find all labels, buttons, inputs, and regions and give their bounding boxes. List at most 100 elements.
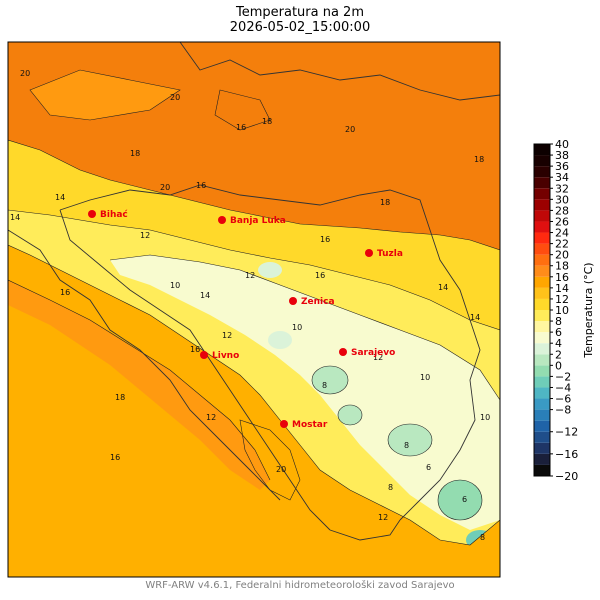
contour-label: 16 <box>236 123 246 132</box>
colorbar-segment <box>534 221 550 233</box>
colorbar-tick-label: 32 <box>555 182 569 195</box>
city-label: Bihać <box>100 209 128 220</box>
colorbar-segment <box>534 321 550 333</box>
city-marker <box>280 420 288 428</box>
contour-label: 14 <box>200 291 210 300</box>
contour-label: 16 <box>110 453 120 462</box>
colorbar-segment <box>534 177 550 189</box>
contour-label-group: 20 16 18 20 18 16 20 18 16 14 12 12 16 1… <box>10 69 490 542</box>
city-label: Tuzla <box>377 249 403 259</box>
contour-label: 20 <box>276 465 286 474</box>
colorbar-segment <box>534 398 550 410</box>
cold-area <box>338 405 362 425</box>
contour-label: 18 <box>474 155 484 164</box>
colorbar-segment <box>534 409 550 421</box>
colorbar-tick-label: 22 <box>555 238 569 251</box>
colorbar-segment <box>534 420 550 432</box>
contour-label: 16 <box>60 288 70 297</box>
map-title: Temperatura na 2m <box>235 5 364 20</box>
colorbar-tick-label: 30 <box>555 193 569 206</box>
contour-label: 14 <box>470 313 480 322</box>
contour-label: 18 <box>380 198 390 207</box>
contour-label: 12 <box>378 513 388 522</box>
cold-area <box>388 424 432 456</box>
colorbar-tick-label: −4 <box>555 381 571 394</box>
colorbar-tick-label: 18 <box>555 260 569 273</box>
contour-label: 16 <box>315 271 325 280</box>
colorbar-segment <box>534 166 550 178</box>
colorbar-segment <box>534 243 550 255</box>
colorbar-tick-label: −8 <box>555 404 571 417</box>
cold-area <box>312 366 348 394</box>
colorbar-tick-label: −20 <box>555 470 578 483</box>
colorbar-segment <box>534 442 550 454</box>
map-frame <box>7 41 501 578</box>
country-borders <box>8 42 500 541</box>
colorbar-label: Temperatura (°C) <box>582 262 595 358</box>
colorbar-tick-label: 8 <box>555 315 562 328</box>
colorbar-tick-label: 10 <box>555 304 569 317</box>
cold-area <box>268 331 292 349</box>
colorbar-tick-label: 26 <box>555 215 569 228</box>
contour-label: 20 <box>160 183 170 192</box>
contour-label: 6 <box>426 463 431 472</box>
colorbar-tick-label: 2 <box>555 348 562 361</box>
city-label: Livno <box>212 351 239 361</box>
colorbar-tick-label: 38 <box>555 149 569 162</box>
city-marker <box>218 216 226 224</box>
contour-label: 14 <box>10 213 20 222</box>
colorbar-tick-label: −2 <box>555 370 571 383</box>
colorbar-tick-label: 6 <box>555 326 562 339</box>
colorbar-tick-label: 36 <box>555 160 569 173</box>
colorbar-tick-label: −16 <box>555 448 578 461</box>
colorbar-segment <box>534 199 550 211</box>
contour-label: 8 <box>322 381 327 390</box>
contour-label: 10 <box>292 323 302 332</box>
contour-label: 12 <box>245 271 255 280</box>
colorbar-segment <box>534 232 550 244</box>
colorbar-tick-label: −6 <box>555 393 571 406</box>
contour-label: 18 <box>130 149 140 158</box>
contour-label: 20 <box>20 69 30 78</box>
highland-region <box>110 255 500 530</box>
contour-label: 16 <box>320 235 330 244</box>
contour-label: 8 <box>404 441 409 450</box>
contour-lines <box>8 69 500 546</box>
map-timestamp: 2026-05-02_15:00:00 <box>229 20 371 35</box>
colorbar-segment <box>534 155 550 167</box>
cold-area <box>438 480 482 520</box>
colorbar-tick-label: 28 <box>555 204 569 217</box>
cold-area <box>258 262 282 278</box>
city-markers: Bihać Banja Luka Tuzla Zenica Sarajevo Livno M… <box>88 209 403 430</box>
colorbar-segment <box>534 144 550 156</box>
colorbar-segment <box>534 287 550 299</box>
contour-label: 8 <box>480 533 485 542</box>
colorbar-segment <box>534 210 550 222</box>
contour-label: 14 <box>438 283 448 292</box>
colorbar-segment <box>534 310 550 322</box>
colorbar-segment <box>534 365 550 377</box>
colorbar-segment <box>534 265 550 277</box>
contour-label: 18 <box>115 393 125 402</box>
contour-label: 12 <box>140 231 150 240</box>
contour-label: 20 <box>170 93 180 102</box>
colorbar-tick-label: 4 <box>555 337 562 350</box>
colorbar-tick-label: 20 <box>555 249 569 262</box>
colorbar-segment <box>534 464 550 476</box>
city-label: Banja Luka <box>230 216 286 226</box>
contour-label: 16 <box>190 345 200 354</box>
contour-label: 18 <box>262 117 272 126</box>
city-marker <box>365 249 373 257</box>
colorbar-segment <box>534 387 550 399</box>
colorbar-tick-label: 40 <box>555 138 569 151</box>
city-marker <box>339 348 347 356</box>
colorbar-segment <box>534 376 550 388</box>
colorbar-segment <box>534 354 550 366</box>
colorbar-segment <box>534 431 550 443</box>
contour-label: 20 <box>345 125 355 134</box>
contour-label: 10 <box>420 373 430 382</box>
colorbar-tick-label: 24 <box>555 227 569 240</box>
colorbar-tick-label: 0 <box>555 359 562 372</box>
footer-credit: WRF-ARW v4.6.1, Federalni hidrometeorolo… <box>145 580 455 591</box>
